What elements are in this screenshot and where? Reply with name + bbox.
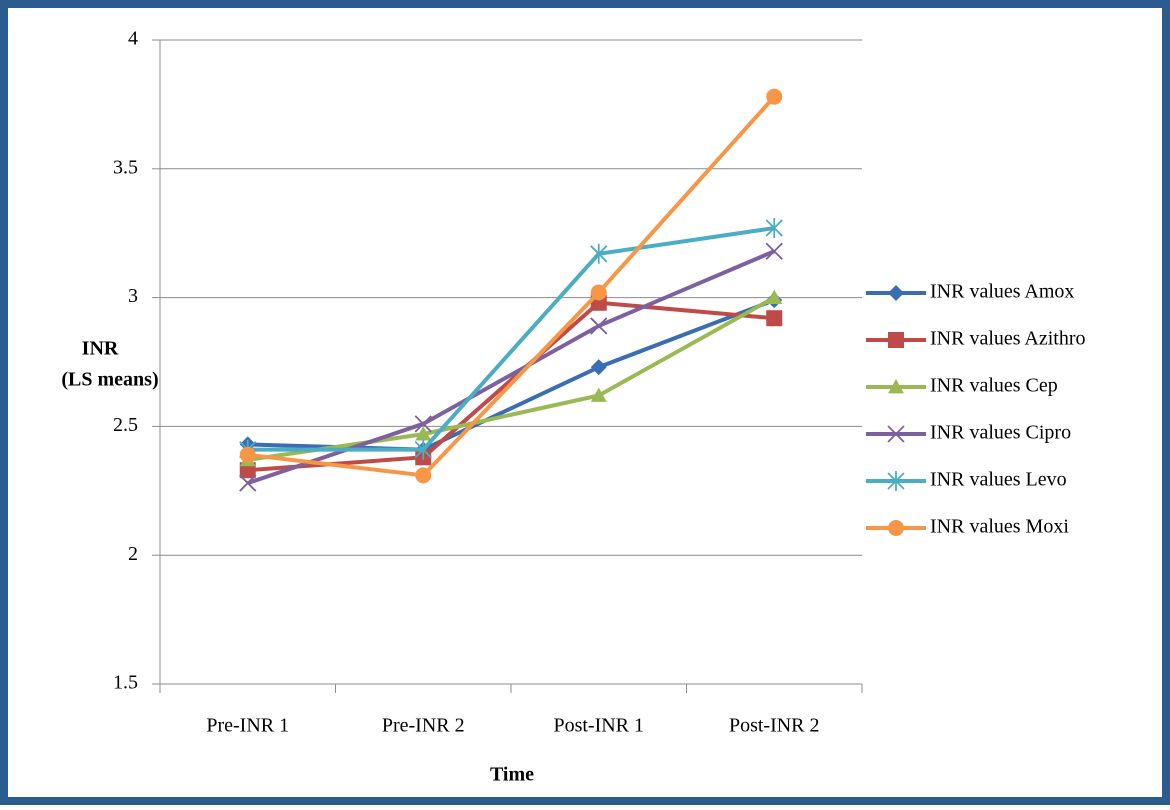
marker: [888, 379, 904, 394]
marker: [590, 284, 607, 301]
marker: [590, 359, 607, 376]
marker-shape: [888, 285, 904, 301]
series-line: [247, 95, 776, 478]
marker-shape: [766, 310, 783, 327]
x-axis-label: Time: [490, 764, 534, 786]
marker-shape: [590, 387, 607, 402]
y-tick-label: 3: [128, 285, 138, 307]
marker: [415, 467, 432, 484]
marker: [415, 426, 432, 441]
marker-shape: [766, 289, 783, 304]
y-tick-label: 2: [128, 543, 138, 565]
legend-label: INR values Moxi: [930, 516, 1069, 538]
marker-shape: [888, 332, 904, 348]
marker: [765, 218, 783, 239]
marker: [414, 439, 432, 460]
marker-shape: [239, 446, 256, 463]
marker-shape: [415, 426, 432, 441]
marker-shape: [887, 425, 905, 443]
legend-label: INR values Levo: [930, 469, 1067, 491]
marker-shape: [888, 520, 904, 536]
marker-shape: [590, 317, 608, 335]
legend-label: INR values Azithro: [930, 328, 1086, 350]
marker: [888, 332, 904, 348]
marker-shape: [888, 379, 904, 394]
y-axis-label: INR: [82, 338, 119, 360]
y-tick-label: 4: [128, 28, 138, 50]
marker: [590, 387, 607, 402]
x-tick-label: Pre-INR 2: [382, 715, 465, 737]
marker-shape: [590, 284, 607, 301]
marker: [766, 310, 783, 327]
series-line: [247, 295, 776, 462]
marker: [414, 415, 432, 433]
y-tick-label: 3.5: [113, 156, 138, 178]
marker: [888, 285, 904, 301]
marker: [239, 446, 256, 463]
series-line: [247, 226, 775, 452]
y-tick-label: 2.5: [113, 414, 138, 436]
marker-shape: [414, 415, 432, 433]
marker: [766, 88, 783, 105]
marker: [590, 243, 608, 264]
marker: [765, 242, 783, 260]
marker-shape: [415, 467, 432, 484]
x-tick-label: Post-INR 1: [553, 715, 644, 737]
marker-shape: [765, 242, 783, 260]
marker-shape: [590, 359, 607, 376]
marker: [766, 289, 783, 304]
legend-label: INR values Cep: [930, 375, 1058, 397]
marker-shape: [887, 471, 905, 491]
x-tick-label: Post-INR 2: [729, 715, 820, 737]
series-line: [247, 249, 776, 485]
x-tick-label: Pre-INR 1: [206, 715, 289, 737]
marker-shape: [766, 88, 783, 105]
marker-shape: [590, 243, 608, 264]
marker: [887, 471, 905, 491]
legend-label: INR values Amox: [930, 281, 1074, 303]
marker-shape: [414, 439, 432, 460]
legend-label: INR values Cipro: [930, 422, 1071, 444]
marker: [590, 317, 608, 335]
marker-shape: [765, 218, 783, 239]
marker-shape: [239, 474, 257, 492]
marker: [239, 474, 257, 492]
marker: [888, 520, 904, 536]
marker: [887, 425, 905, 443]
y-axis-label: (LS means): [61, 369, 158, 391]
y-tick-label: 1.5: [113, 672, 138, 694]
